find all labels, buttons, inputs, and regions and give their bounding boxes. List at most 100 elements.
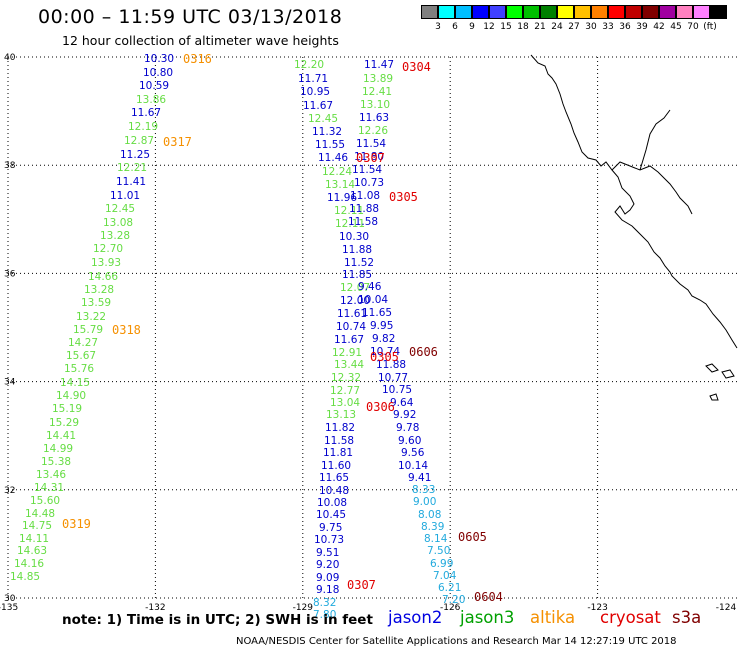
time-label: 0319: [62, 517, 91, 531]
wave-height-label: 9.46: [358, 281, 382, 293]
legend-swatch: [523, 5, 540, 19]
wave-height-label: 12.77: [330, 385, 360, 397]
lat-tick-label: 38: [4, 161, 16, 171]
wave-height-label: 14.11: [19, 533, 49, 545]
wave-height-label: 12.45: [105, 203, 135, 215]
wave-height-label: 11.63: [359, 112, 389, 124]
wave-height-label: 10.14: [398, 460, 428, 472]
wave-height-label: 9.75: [319, 522, 342, 534]
california-coastline: [530, 54, 738, 349]
wave-height-label: 12.11: [335, 218, 365, 230]
wave-height-label: 12.20: [294, 59, 324, 71]
legend-label: 36: [619, 22, 631, 32]
wave-height-label: 11.88: [349, 203, 379, 215]
wave-height-label: 11.58: [324, 435, 354, 447]
wave-height-label: 13.59: [81, 297, 111, 309]
wave-height-label: 10.59: [139, 80, 169, 92]
wave-height-label: 9.09: [316, 572, 339, 584]
sat-jason2: jason2: [388, 608, 443, 627]
lon-tick-label: -124: [716, 603, 737, 613]
wave-height-label: 11.81: [323, 447, 353, 459]
legend-swatch: [693, 5, 710, 19]
wave-height-label: 14.16: [14, 558, 44, 570]
wave-height-label: 9.20: [316, 559, 339, 571]
wave-height-label: 7.04: [433, 570, 457, 582]
lon-tick-label: -126: [440, 603, 461, 613]
time-labels: 0316 0317 0318 0319 0304 0307 0305 0305 0306 0307…: [62, 52, 503, 604]
wave-height-label: 15.19: [52, 403, 82, 415]
time-label: 0606: [409, 345, 438, 359]
legend-label: 24: [551, 22, 563, 32]
legend-label: 30: [585, 22, 597, 32]
legend-label: (ft): [703, 22, 717, 32]
lon-tick-label: -135: [0, 603, 18, 613]
legend-swatch: [574, 5, 591, 19]
wave-height-label: 13.10: [360, 99, 390, 111]
lon-tick-label: -129: [293, 603, 314, 613]
wave-height-label: 12.11: [334, 205, 364, 217]
legend-swatch: [472, 5, 489, 19]
wave-height-label: 11.67: [334, 334, 364, 346]
sat-jason3: jason3: [460, 608, 515, 627]
sacramento-delta: [639, 109, 671, 171]
legend-swatch: [421, 5, 438, 19]
wave-height-label: 12.70: [93, 243, 123, 255]
wave-height-label: 15.79: [73, 324, 103, 336]
wave-height-label: 13.28: [100, 230, 130, 242]
time-label: 0605: [458, 530, 487, 544]
wave-height-label: 8.39: [421, 521, 444, 533]
wave-height-label: 12.00: [340, 295, 370, 307]
legend-label: 45: [670, 22, 682, 32]
wave-height-label: 7.20: [442, 594, 465, 606]
lat-tick-label: 32: [4, 486, 15, 496]
wave-height-label: 9.92: [393, 409, 416, 421]
wave-height-label: 13.86: [136, 94, 166, 106]
wave-height-label: 14.31: [34, 482, 64, 494]
wave-height-label: 11.85: [342, 269, 372, 281]
time-label: 0305: [389, 190, 418, 204]
wave-height-label: 10.80: [143, 67, 173, 79]
legend-label: 12: [483, 22, 495, 32]
wave-height-label: 14.85: [10, 571, 40, 583]
wave-height-label: 14.75: [22, 520, 52, 532]
wave-height-label: 14.90: [56, 390, 86, 402]
wave-height-label: 9.64: [390, 397, 414, 409]
wave-height-label: 14.41: [46, 430, 76, 442]
note-text: note: 1) Time is in UTC; 2) SWH is in fe…: [62, 612, 373, 628]
time-label: 0316: [183, 52, 212, 66]
wave-height-label: 13.22: [76, 311, 106, 323]
wave-height-label: 12.19: [128, 121, 158, 133]
legend-label: 3: [435, 22, 441, 32]
sat-altika: altika: [530, 608, 576, 627]
wave-height-label: 11.80: [354, 151, 384, 163]
wave-height-label: 8.08: [418, 509, 441, 521]
wave-height-label: 11.58: [348, 216, 378, 228]
wave-height-label: 10.04: [358, 294, 388, 306]
wave-height-label: 14.63: [17, 545, 47, 557]
wave-height-label: 11.88: [342, 244, 372, 256]
wave-height-label: 10.30: [339, 231, 369, 243]
wave-height-label: 10.95: [300, 86, 330, 98]
wave-height-label: 10.08: [317, 497, 347, 509]
wave-height-label: 7.80: [313, 609, 336, 621]
wave-height-label: 10.30: [144, 53, 174, 65]
wave-height-label: 12.45: [308, 113, 338, 125]
time-label: 0306: [366, 400, 395, 414]
wave-height-label: 11.88: [376, 359, 406, 371]
wave-height-label: 12.24: [322, 166, 352, 178]
legend-label: 70: [687, 22, 699, 32]
wave-height-label: 11.52: [344, 257, 374, 269]
axis-labels: 40 38 36 34 32 30-135 -132 -129 -126 -123 -124: [0, 53, 736, 613]
time-label: 0304: [402, 60, 431, 74]
wave-height-label: 13.46: [36, 469, 66, 481]
legend-label: 39: [636, 22, 648, 32]
wave-height-label: 11.82: [325, 422, 355, 434]
wave-height-label: 13.28: [84, 284, 114, 296]
wave-height-label: 11.41: [116, 176, 146, 188]
wave-height-label: 6.21: [438, 582, 461, 594]
wave-height-label: 15.67: [66, 350, 96, 362]
wave-height-label: 10.74: [370, 346, 400, 358]
wave-height-label: 11.08: [350, 190, 380, 202]
time-label: 0317: [163, 135, 192, 149]
